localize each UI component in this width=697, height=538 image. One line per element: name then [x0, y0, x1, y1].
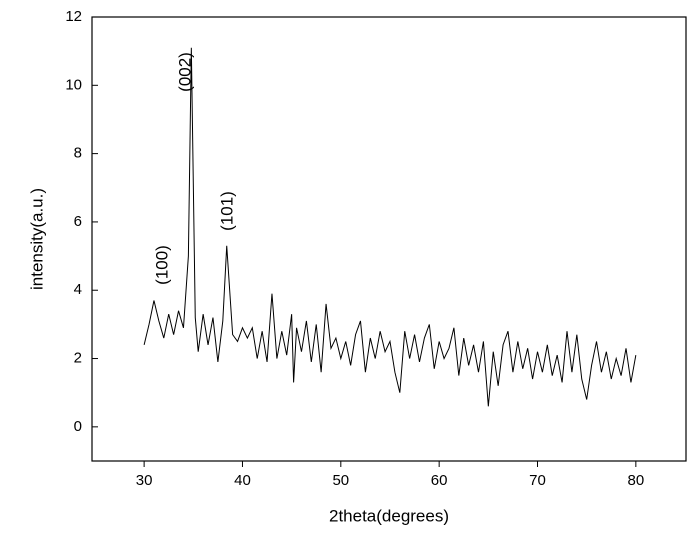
peak-annotation: (002) [175, 52, 194, 92]
y-tick-label: 4 [74, 281, 82, 298]
y-tick-label: 0 [74, 418, 82, 435]
y-tick-label: 8 [74, 145, 82, 162]
x-tick-label: 70 [529, 472, 546, 489]
plot-frame [91, 16, 687, 462]
x-tick-label: 30 [136, 472, 153, 489]
peak-annotation: (100) [152, 245, 171, 285]
y-tick-label: 10 [65, 76, 82, 93]
peak-annotation: (101) [217, 191, 236, 231]
x-tick-label: 50 [332, 472, 349, 489]
y-tick-label: 2 [74, 350, 82, 367]
x-tick-label: 60 [431, 472, 448, 489]
y-axis-title: intensity(a.u.) [27, 188, 46, 290]
y-tick-label: 6 [74, 213, 82, 230]
y-tick-label: 12 [65, 8, 82, 25]
x-tick-label: 40 [234, 472, 251, 489]
data-line [143, 47, 637, 407]
x-tick-label: 80 [628, 472, 645, 489]
x-axis-title: 2theta(degrees) [329, 506, 449, 525]
